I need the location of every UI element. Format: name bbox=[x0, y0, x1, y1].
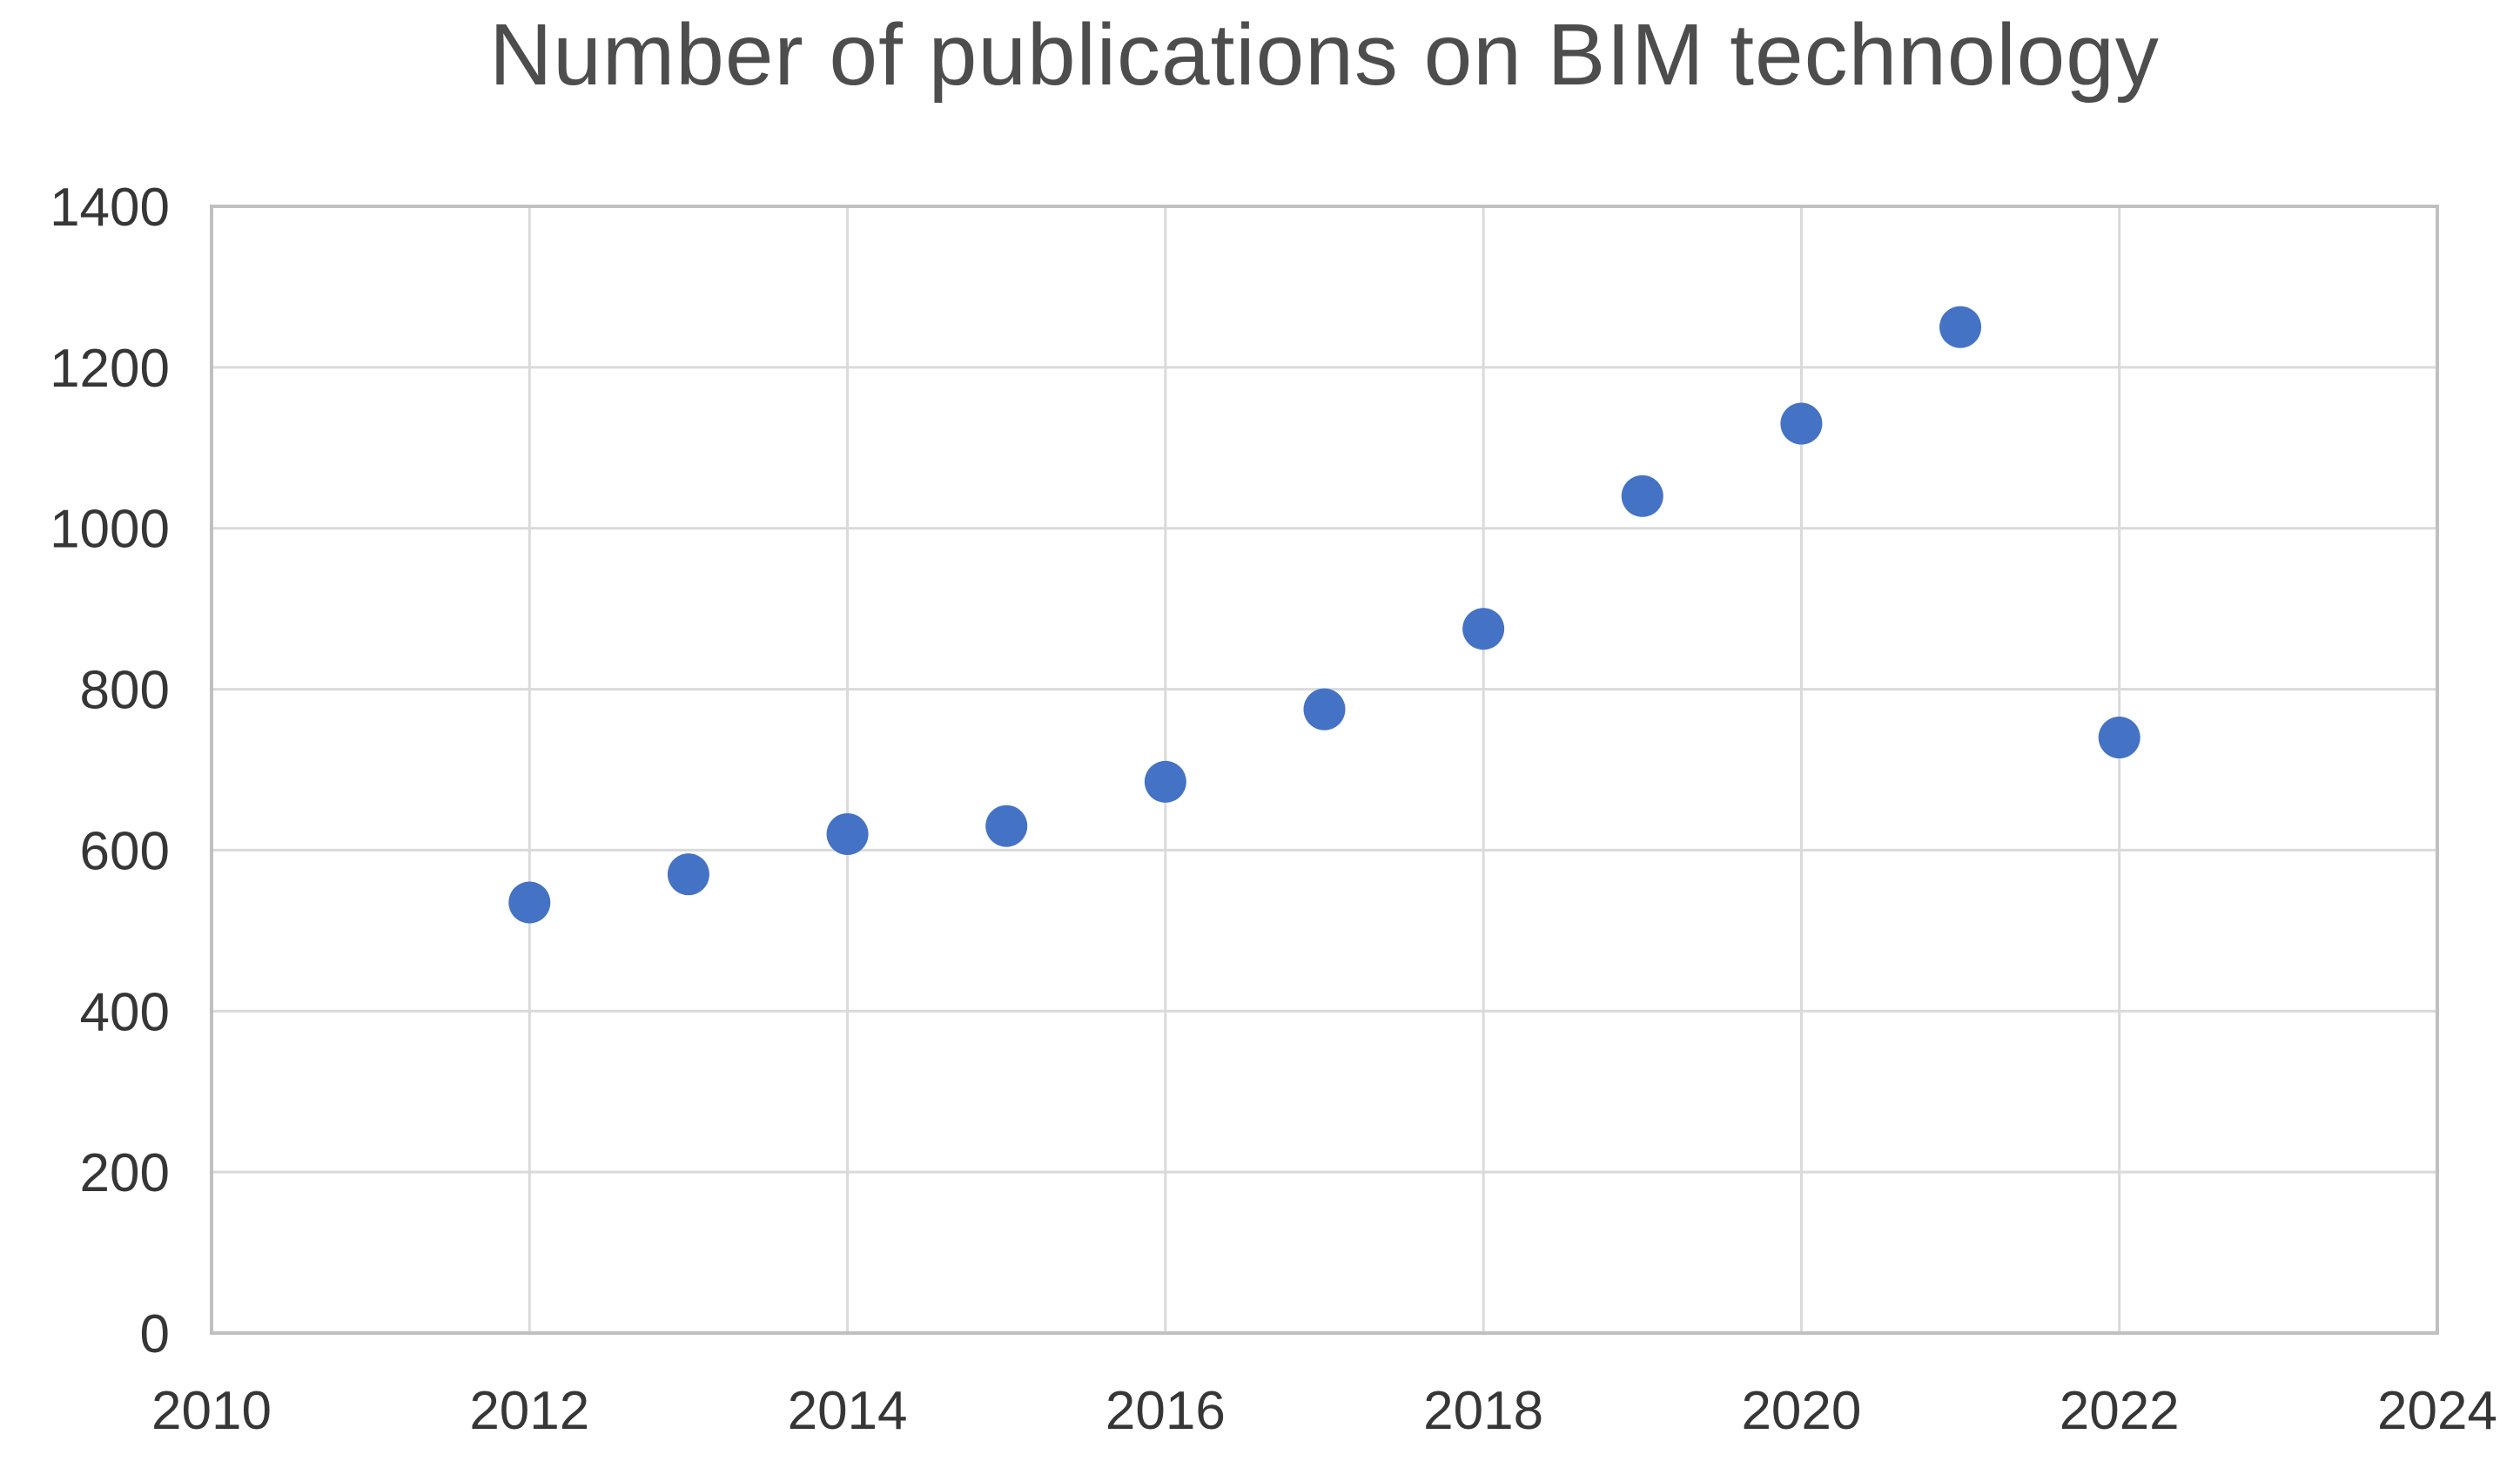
y-axis-tick-label: 200 bbox=[80, 1143, 170, 1203]
y-axis-tick-label: 800 bbox=[80, 661, 170, 721]
y-axis-tick-label: 0 bbox=[140, 1304, 170, 1364]
data-point bbox=[508, 881, 551, 924]
x-axis-tick-label: 2016 bbox=[1105, 1381, 1226, 1441]
data-point bbox=[667, 853, 709, 896]
x-axis-tick-label: 2012 bbox=[469, 1381, 589, 1441]
data-point bbox=[1144, 760, 1186, 803]
data-point bbox=[826, 812, 869, 855]
x-axis-tick-label: 2024 bbox=[2377, 1381, 2497, 1441]
y-axis-tick-label: 1200 bbox=[50, 339, 170, 399]
x-axis-tick-label: 2018 bbox=[1423, 1381, 1543, 1441]
data-point bbox=[1621, 475, 1663, 517]
y-axis-tick-label: 1400 bbox=[50, 178, 170, 238]
plot-area-border bbox=[210, 205, 2439, 1335]
x-axis-tick-label: 2014 bbox=[788, 1381, 908, 1441]
data-point bbox=[985, 805, 1028, 847]
data-point bbox=[1462, 608, 1505, 650]
data-point bbox=[2098, 717, 2140, 759]
chart-title: Number of publications on BIM technology bbox=[489, 6, 2160, 104]
data-point bbox=[1780, 402, 1823, 445]
data-point bbox=[1303, 688, 1346, 731]
y-axis-tick-label: 400 bbox=[80, 982, 170, 1042]
x-axis-tick-label: 2010 bbox=[151, 1381, 272, 1441]
x-axis-tick-label: 2022 bbox=[2060, 1381, 2180, 1441]
y-axis-tick-label: 600 bbox=[80, 821, 170, 881]
data-point bbox=[1939, 306, 1982, 348]
x-axis-tick-label: 2020 bbox=[1741, 1381, 1861, 1441]
y-axis-tick-label: 1000 bbox=[50, 500, 170, 560]
